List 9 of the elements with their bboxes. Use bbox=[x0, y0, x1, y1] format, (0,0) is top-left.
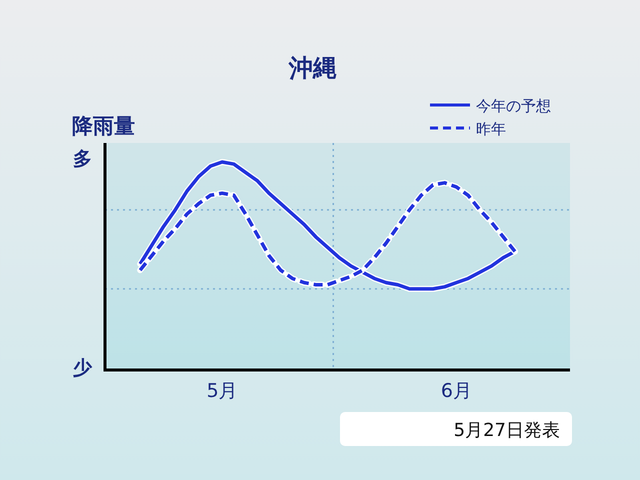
text: 5月27日発表 bbox=[454, 420, 560, 441]
text: 多 bbox=[73, 148, 92, 170]
x-tick-label: 6月 bbox=[440, 380, 472, 402]
text: 少 bbox=[73, 357, 93, 379]
y-axis-title: 降雨量 bbox=[72, 114, 135, 138]
x-tick-label: 5月 bbox=[206, 380, 238, 402]
legend-label: 昨年 bbox=[476, 120, 506, 138]
chart-title: 沖縄 bbox=[288, 54, 337, 82]
legend-label: 今年の予想 bbox=[476, 97, 551, 115]
